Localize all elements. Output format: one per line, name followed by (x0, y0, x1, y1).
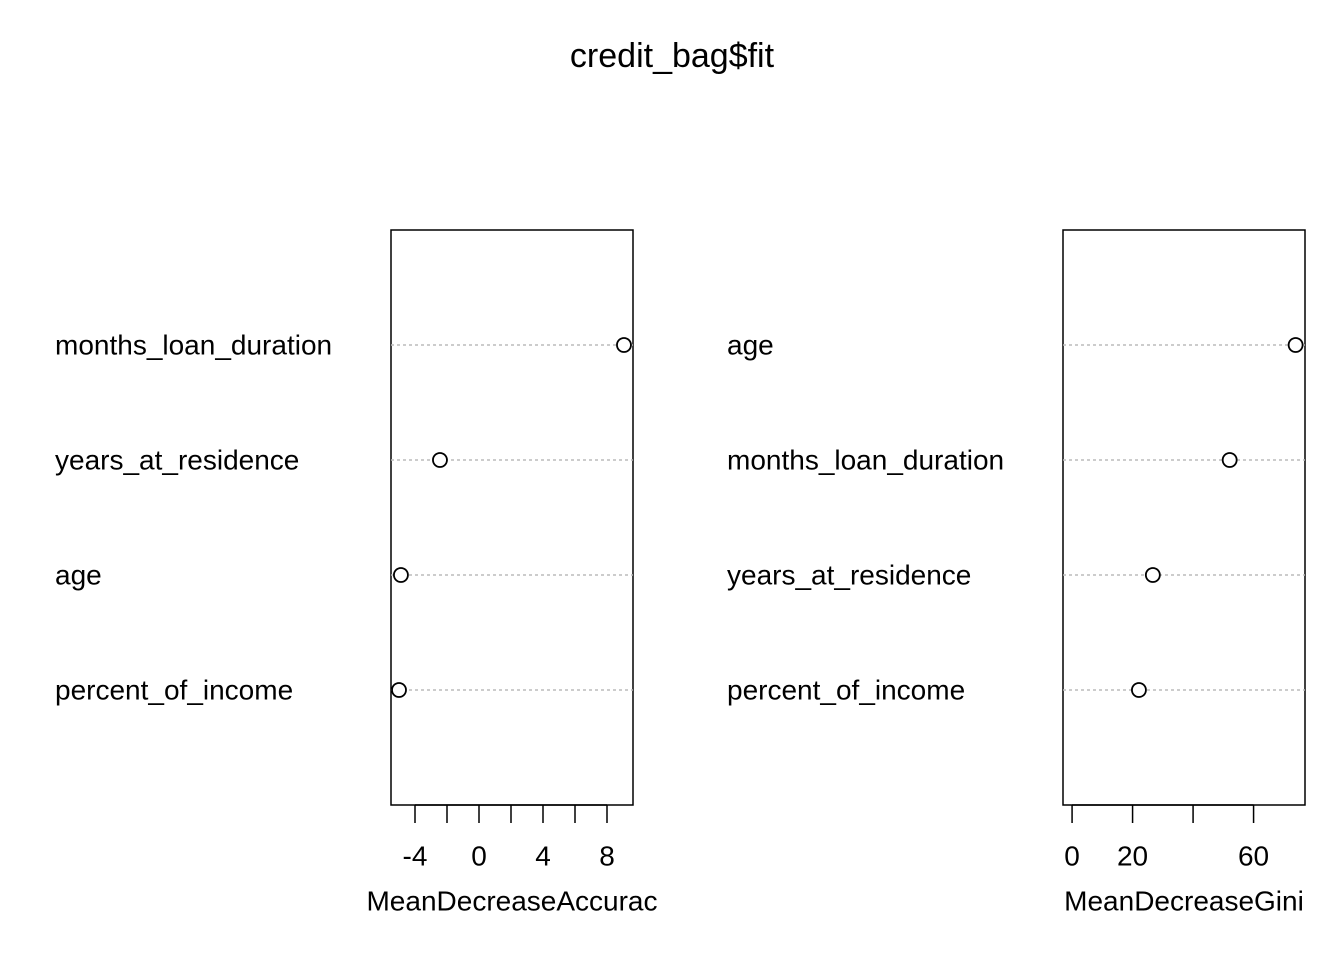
figure-title: credit_bag$fit (570, 37, 775, 75)
x-axis-label: MeanDecreaseGini (1064, 885, 1304, 916)
plot-box (390, 229, 634, 806)
plot-box (1062, 229, 1306, 806)
category-label: age (55, 559, 102, 590)
category-label: percent_of_income (727, 674, 965, 705)
x-tick-label: 4 (535, 840, 551, 871)
x-axis-label: MeanDecreaseAccurac (366, 885, 657, 916)
dot (432, 452, 448, 468)
x-tick-label: -4 (403, 840, 428, 871)
category-label: years_at_residence (55, 444, 299, 475)
x-tick-label: 60 (1238, 840, 1269, 871)
category-label: years_at_residence (727, 559, 971, 590)
dot (1131, 682, 1147, 698)
dot (393, 567, 409, 583)
x-tick-label: 0 (471, 840, 487, 871)
dot (391, 682, 407, 698)
dot (1287, 337, 1304, 353)
category-label: months_loan_duration (727, 444, 1004, 475)
x-tick-label: 8 (599, 840, 615, 871)
category-label: percent_of_income (55, 674, 293, 705)
x-tick-label: 20 (1117, 840, 1148, 871)
x-tick-label: 0 (1064, 840, 1080, 871)
category-label: months_loan_duration (55, 329, 332, 360)
dot (616, 337, 632, 353)
dot (1144, 567, 1161, 583)
category-label: age (727, 329, 774, 360)
dot (1221, 452, 1238, 468)
